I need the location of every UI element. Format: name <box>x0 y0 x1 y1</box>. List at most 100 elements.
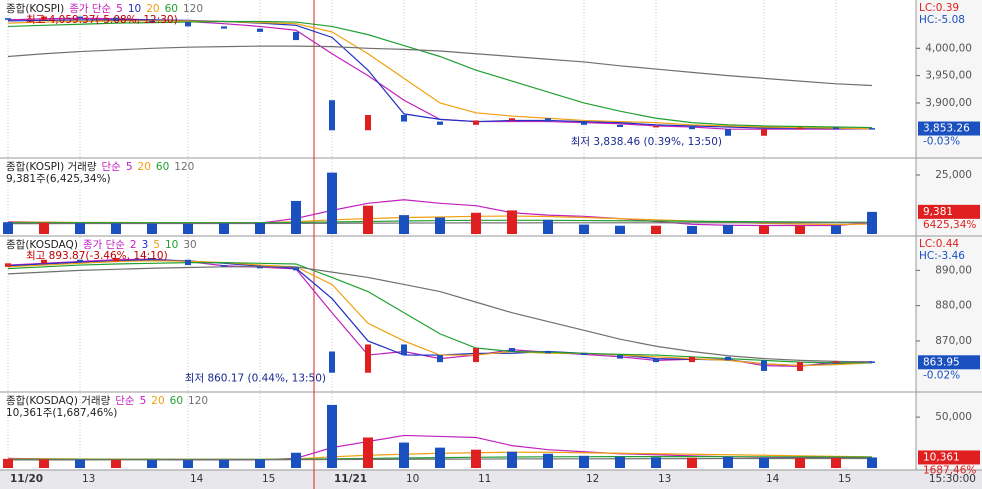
volume-bar <box>327 172 337 234</box>
candle <box>185 259 191 266</box>
candle <box>77 16 83 19</box>
change-label: -0.03% <box>923 136 960 148</box>
candle <box>149 20 155 23</box>
volume-bar <box>615 456 625 468</box>
candle <box>293 267 299 271</box>
legend-title: 종합(KOSDAQ) 거래량 <box>6 395 111 407</box>
candle <box>617 355 623 359</box>
y-tick-label: 3,900,00 <box>925 97 972 109</box>
volume-bar <box>579 224 589 234</box>
volume-bar <box>651 225 661 234</box>
volume-bar <box>759 457 769 468</box>
legend-entry: 20 <box>151 395 164 407</box>
candle <box>761 129 767 136</box>
candle <box>437 355 443 363</box>
legend-entry: 120 <box>183 3 203 15</box>
volume-bar <box>291 452 301 468</box>
volume-bar <box>3 458 13 468</box>
high-note: 최고 4,059.37(-5.08%, 12:30) <box>26 14 178 26</box>
candle <box>437 121 443 125</box>
candle <box>221 265 227 267</box>
change-label: -0.02% <box>923 369 960 381</box>
candle <box>653 125 659 128</box>
volume-bar <box>471 449 481 468</box>
ma-line <box>7 19 872 130</box>
candle <box>833 127 839 130</box>
y-tick-label: 890,00 <box>935 264 972 276</box>
hc-label: HC:-3.46 <box>919 250 965 262</box>
lc-label: LC:0.44 <box>919 238 959 250</box>
x-tick-label: 14 <box>190 473 204 485</box>
legend-entry: 20 <box>146 3 159 15</box>
volume-bar <box>831 225 841 234</box>
volume-bar <box>867 211 877 234</box>
volume-bar <box>111 459 121 468</box>
legend-prefix: 종가 단순 <box>83 239 125 251</box>
volume-bar <box>867 457 877 468</box>
y-tick-label: 50,000 <box>935 411 972 423</box>
high-note: 최고 893.87(-3.46%, 14:10) <box>26 250 168 262</box>
candle <box>293 31 299 41</box>
low-note: 최저 860.17 (0.44%, 13:50) <box>185 373 326 385</box>
candle <box>473 348 479 363</box>
candle <box>41 259 47 264</box>
ratio-label: 6425,34% <box>923 219 976 231</box>
candle <box>401 344 407 356</box>
candle <box>257 28 263 32</box>
candle <box>113 258 119 262</box>
candle <box>401 114 407 122</box>
legend-prefix: 단순 <box>102 161 122 173</box>
volume-bar <box>723 225 733 234</box>
y-tick-label: 25,000 <box>935 169 972 181</box>
volume-bar <box>147 460 157 468</box>
legend-title: 종합(KOSPI) 거래량 <box>6 161 97 173</box>
candle <box>509 348 515 352</box>
candle <box>149 258 155 260</box>
x-tick-label: 11/21 <box>334 473 367 485</box>
legend-entry: 5 <box>140 395 147 407</box>
y-tick-label: 880,00 <box>935 300 972 312</box>
last-box <box>918 450 980 465</box>
candle <box>5 263 11 267</box>
volume-bar <box>75 459 85 468</box>
x-tick-label: 11/20 <box>10 473 43 485</box>
volume-bar <box>471 212 481 234</box>
hc-label: HC:-5.08 <box>919 14 965 26</box>
legend-entry: 60 <box>165 3 178 15</box>
volume-bar <box>543 219 553 234</box>
volume-bar <box>723 456 733 468</box>
lc-label: LC:0.39 <box>919 2 959 14</box>
volume-bar <box>759 225 769 234</box>
legend-entry: 60 <box>156 161 169 173</box>
last-label: 9,381 <box>923 206 953 218</box>
candle <box>113 17 119 21</box>
volume-bar <box>831 457 841 468</box>
legend-title: 종합(KOSPI) <box>6 3 64 15</box>
candle <box>221 26 227 29</box>
legend-entry: 10 <box>128 3 141 15</box>
volume-bar <box>219 223 229 234</box>
y-tick-label: 870,00 <box>935 335 972 347</box>
candle <box>509 118 515 121</box>
candle <box>473 120 479 125</box>
legend-entry: 120 <box>174 161 194 173</box>
candle <box>545 118 551 122</box>
last-box <box>918 204 980 219</box>
candle <box>365 344 371 373</box>
x-tick-label: 14 <box>766 473 780 485</box>
candle <box>185 22 191 27</box>
x-end-label: 15:30:00 <box>929 473 976 485</box>
volume-bar <box>507 210 517 234</box>
volume-bar <box>435 447 445 468</box>
legend-title: 종합(KOSDAQ) <box>6 239 78 251</box>
volume-bar <box>615 225 625 234</box>
legend-entry: 20 <box>138 161 151 173</box>
volume-bar <box>363 437 373 468</box>
volume-bar <box>795 225 805 234</box>
candle <box>689 125 695 130</box>
candle <box>653 358 659 363</box>
volume-summary: 10,361주(1,687,46%) <box>6 407 117 419</box>
candle <box>617 124 623 128</box>
